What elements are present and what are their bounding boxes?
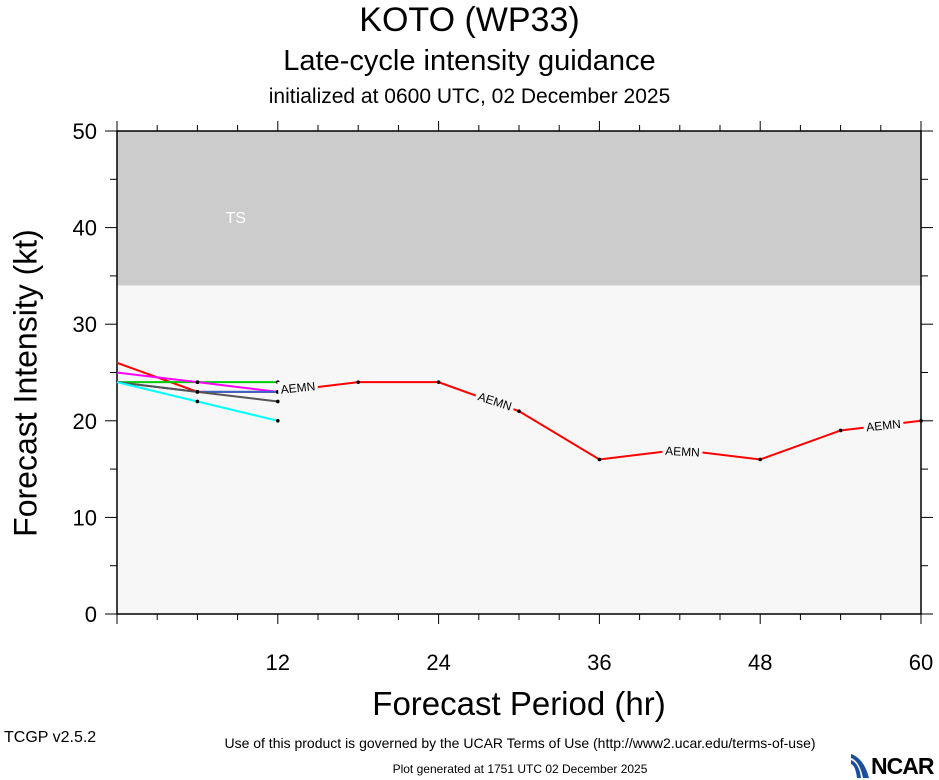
model-label-text: AEMN	[665, 444, 700, 460]
x-tick-label: 48	[748, 650, 772, 675]
model-label-bg	[662, 442, 703, 459]
x-tick-label: 36	[587, 650, 611, 675]
terms-of-use-text: Use of this product is governed by the U…	[224, 735, 816, 751]
model-label-text: AEMN	[866, 417, 902, 435]
model-label-bg	[277, 377, 319, 397]
model-label-text: AEMN	[280, 379, 316, 397]
init-time: initialized at 0600 UTC, 02 December 202…	[268, 85, 671, 108]
series-point-4	[276, 399, 280, 404]
chart-subtitle: Late-cycle intensity guidance	[283, 45, 656, 77]
chart-title: KOTO (WP33)	[359, 1, 580, 39]
series-point-0	[597, 457, 602, 462]
version-label: TCGP v2.5.2	[4, 729, 97, 746]
x-axis-label: Forecast Period (hr)	[372, 685, 666, 722]
series-point-0	[517, 409, 521, 413]
series-point-5	[276, 419, 280, 423]
series-point-2	[195, 380, 200, 384]
y-axis-label: Forecast Intensity (kt)	[7, 229, 44, 537]
series-point-5	[195, 399, 200, 404]
model-label-bg	[474, 387, 517, 414]
ncar-logo: NCAR	[849, 750, 939, 780]
intensity-band-td	[117, 285, 921, 614]
series-point-0	[356, 380, 361, 384]
series-point-0	[919, 419, 923, 423]
ncar-logo-text: NCAR	[871, 753, 934, 779]
ncar-swoosh-icon	[851, 754, 869, 778]
series-point-4	[195, 390, 200, 394]
y-tick-label: 30	[73, 312, 97, 337]
y-tick-label: 20	[73, 409, 97, 434]
x-tick-label: 12	[266, 650, 290, 675]
y-tick-label: 0	[85, 602, 97, 627]
model-label-bg	[862, 415, 904, 434]
y-tick-label: 50	[73, 119, 97, 144]
series-point-0	[436, 380, 441, 384]
y-tick-label: 10	[73, 505, 97, 530]
generated-time: Plot generated at 1751 UTC 02 December 2…	[392, 762, 648, 776]
model-label-0: AEMN	[277, 377, 319, 397]
model-label-2: AEMN	[662, 442, 703, 460]
series-point-0	[838, 428, 843, 433]
series-point-0	[758, 457, 762, 462]
model-label-3: AEMN	[862, 415, 904, 435]
y-tick-label: 40	[73, 216, 97, 241]
x-tick-label: 24	[426, 650, 450, 675]
x-tick-label: 60	[909, 650, 933, 675]
band-label-ts: TS	[226, 210, 246, 227]
intensity-band-ts	[117, 131, 921, 286]
